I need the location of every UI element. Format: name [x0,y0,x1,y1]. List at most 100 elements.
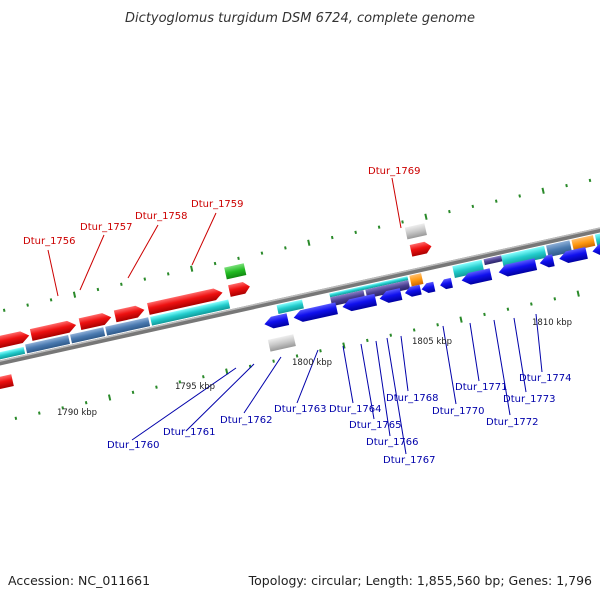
gene-label[interactable]: Dtur_1760 [107,440,160,451]
minor-tick [237,256,240,260]
major-tick [190,265,194,272]
minor-tick [553,297,557,301]
gene-label[interactable]: Dtur_1770 [432,406,485,417]
minor-tick [131,390,135,395]
major-tick [576,290,580,297]
gene-block[interactable] [330,290,366,307]
minor-tick [565,183,568,188]
gene-block[interactable] [276,299,304,314]
minor-tick [412,328,416,332]
kbp-labels: 1790 kbp 1795 kbp 1800 kbp 1805 kbp 1810… [57,318,572,418]
major-tick [459,316,463,323]
minor-tick [96,287,100,292]
minor-tick [448,209,451,214]
gene-label[interactable]: Dtur_1769 [368,166,421,177]
minor-tick [143,277,147,281]
gene-arrow[interactable] [29,319,78,341]
minor-tick [61,406,65,410]
gene-block[interactable] [150,299,231,326]
minor-tick [49,298,53,302]
gene-label[interactable]: Dtur_1773 [503,394,556,405]
gene-block[interactable] [571,235,596,251]
gene-block[interactable] [25,335,71,354]
major-tick [342,342,346,349]
gene-label[interactable]: Dtur_1756 [23,236,76,247]
minor-tick [295,354,299,358]
gene-label[interactable]: Dtur_1766 [366,437,419,448]
gene-arrow[interactable] [341,293,378,313]
gene-arrow[interactable] [147,287,224,315]
gene-arrow[interactable] [409,240,433,257]
minor-tick [494,199,498,203]
gene-block[interactable] [365,280,411,299]
gene-label[interactable]: Dtur_1761 [163,427,216,438]
gene-block[interactable] [0,346,26,363]
minor-tick [319,349,322,353]
gene-arrow[interactable] [497,258,538,278]
gene-block[interactable] [224,263,247,280]
gene-arrow[interactable] [0,330,31,352]
map-title: Dictyoglomus turgidum DSM 6724, complete… [125,11,475,26]
minor-tick [389,333,393,337]
callout-lines [47,177,543,455]
gene-label[interactable]: Dtur_1767 [383,455,436,466]
genome-summary-text: Topology: circular; Length: 1,855,560 bp… [248,573,592,588]
gene-label[interactable]: Dtur_1757 [80,222,133,233]
gene-label[interactable]: Dtur_1771 [455,382,508,393]
gene-arrow[interactable] [558,246,588,265]
gene-label[interactable]: Dtur_1772 [486,417,539,428]
gene-arrow[interactable] [0,374,14,390]
gene-arrow[interactable] [378,288,403,304]
gene-label[interactable]: Dtur_1768 [386,393,439,404]
minor-tick [213,261,217,266]
gene-arrow[interactable] [113,304,146,323]
gene-arrow[interactable] [538,254,555,269]
minor-tick [84,401,88,405]
gene-arrow[interactable] [460,268,493,286]
kbp-label: 1795 kbp [175,382,215,392]
minor-tick [166,272,170,276]
gene-block[interactable] [70,327,106,344]
gene-arrow[interactable] [263,313,290,330]
gene-block[interactable] [452,259,485,278]
minor-tick [14,416,18,420]
gene-arrow[interactable] [78,311,113,331]
major-tick [72,291,77,298]
major-tick [225,368,229,375]
gene-block[interactable] [501,245,547,268]
gene-label[interactable]: Dtur_1763 [274,404,327,415]
gene-label[interactable]: Dtur_1762 [220,415,273,426]
gene-arrow[interactable] [228,281,251,297]
gene-label[interactable]: Dtur_1758 [135,211,188,222]
minor-tick [354,230,357,235]
gene-block[interactable] [105,317,151,336]
reverse-strand-genes [0,228,600,390]
minor-tick [260,251,264,255]
kbp-label: 1805 kbp [412,337,452,347]
gene-block[interactable] [267,334,296,352]
gene-label[interactable]: Dtur_1765 [349,420,402,431]
accession-text: Accession: NC_011661 [8,573,150,588]
gene-label[interactable]: Dtur_1759 [191,199,244,210]
gene-arrow[interactable] [421,281,436,295]
gene-block[interactable] [329,276,409,298]
gene-label[interactable]: Dtur_1774 [519,373,572,384]
minor-tick [284,246,287,250]
minor-tick [120,282,123,286]
minor-tick [518,194,521,198]
backbone-highlight [0,216,600,374]
tick-rows [2,178,592,420]
gene-block[interactable] [404,223,427,240]
minor-tick [436,323,439,327]
gene-block[interactable] [409,273,424,287]
gene-arrow[interactable] [292,302,338,323]
gene-arrow[interactable] [404,284,422,298]
gene-arrow[interactable] [439,277,453,290]
gene-label[interactable]: Dtur_1764 [329,404,382,415]
gene-block[interactable] [483,255,503,266]
kbp-label: 1800 kbp [292,358,332,368]
minor-tick [471,204,475,209]
minor-tick [401,220,404,224]
minor-tick [366,338,369,343]
